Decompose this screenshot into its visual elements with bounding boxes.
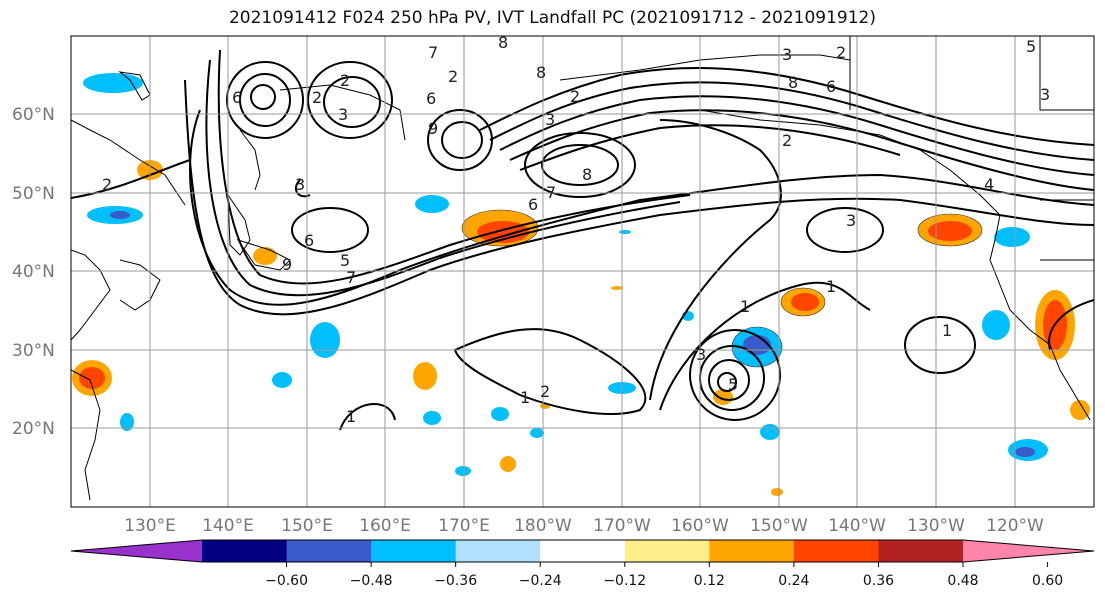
colorbar-swatch xyxy=(286,540,372,562)
lat-label: 50°N xyxy=(12,184,55,204)
colorbar-tick-label: −0.36 xyxy=(434,573,477,589)
contour-label: 1 xyxy=(826,277,836,296)
contour-label: 3 xyxy=(1040,85,1050,104)
pv-outlines xyxy=(461,209,983,368)
contour-label: 3 xyxy=(782,45,792,64)
lon-label: 160°W xyxy=(671,516,729,536)
colorbar-swatch xyxy=(878,540,964,562)
colorbar-tick-label: −0.60 xyxy=(265,573,308,589)
lon-label: 180°W xyxy=(514,516,572,536)
contour-label: 2 xyxy=(340,71,350,90)
colorbar-tick-label: 0.60 xyxy=(1032,573,1063,589)
contour-label: 3 xyxy=(696,345,706,364)
contour-label: 2 xyxy=(570,87,580,106)
lon-label: 160°E xyxy=(359,516,411,536)
colorbar-swatch xyxy=(793,540,879,562)
colorbar-swatch xyxy=(202,540,288,562)
contour-label: 3 xyxy=(295,175,305,194)
lon-label: 120°W xyxy=(986,516,1044,536)
colorbar-swatch xyxy=(709,540,795,562)
contour-label: 6 xyxy=(528,195,538,214)
lon-label: 130°E xyxy=(124,516,176,536)
contour-label: 7 xyxy=(546,183,556,202)
contour-label: 2 xyxy=(836,43,846,62)
contour-label: 2 xyxy=(102,175,112,194)
contour-label: 3 xyxy=(846,211,856,230)
contour-label: 7 xyxy=(346,268,356,287)
lon-label: 170°E xyxy=(438,516,490,536)
contour-labels: 2 7 8 3 5 8 6 2 6 2 3 3 2 8 7 6 9 3 2 5 … xyxy=(102,33,1050,426)
contour-label: 5 xyxy=(728,375,738,394)
colorbar-tick-label: 0.12 xyxy=(694,573,725,589)
lat-label: 40°N xyxy=(12,262,55,282)
colorbar-outline xyxy=(70,539,1095,563)
contour-label: 3 xyxy=(545,110,555,129)
colorbar-extend-high xyxy=(963,540,1094,562)
lon-label: 170°W xyxy=(593,516,651,536)
lat-label: 30°N xyxy=(12,341,55,361)
contour-label: 6 xyxy=(232,88,242,107)
colorbar-tick-label: −0.12 xyxy=(603,573,646,589)
contour-label: 8 xyxy=(536,63,546,82)
colorbar-swatch xyxy=(624,540,710,562)
contour-label: 3 xyxy=(338,105,348,124)
contour-label: 9 xyxy=(428,119,438,138)
contour-label: 6 xyxy=(826,77,836,96)
contour-label: 2 xyxy=(448,67,458,86)
contour-label: 8 xyxy=(582,165,592,184)
colorbar-swatch xyxy=(371,540,457,562)
contour-label: 8 xyxy=(788,73,798,92)
colorbar-tick-label: 0.36 xyxy=(863,573,894,589)
contour-label: 2 xyxy=(782,131,792,150)
lon-label: 150°E xyxy=(281,516,333,536)
contour-label: 5 xyxy=(340,251,350,270)
colorbar-tick-label: −0.48 xyxy=(350,573,393,589)
lon-label: 150°W xyxy=(750,516,808,536)
contour-label: 4 xyxy=(984,175,994,194)
latitude-labels: 60°N 50°N 40°N 30°N 20°N xyxy=(12,105,55,439)
contour-label: 1 xyxy=(520,388,530,407)
contour-label: 2 xyxy=(540,382,550,401)
lon-label: 140°E xyxy=(202,516,254,536)
colorbar: −0.60 −0.48 −0.36 −0.24 −0.12 0.12 0.24 0.36 0.4… xyxy=(70,539,1095,589)
colorbar-swatch xyxy=(540,540,626,562)
colorbar-tick-label: 0.48 xyxy=(947,573,978,589)
colorbar-swatch xyxy=(455,540,541,562)
contour-label: 6 xyxy=(426,89,436,108)
map-title: 2021091412 F024 250 hPa PV, IVT Landfall… xyxy=(228,8,876,28)
lon-label: 140°W xyxy=(828,516,886,536)
contour-label: 9 xyxy=(282,255,292,274)
lat-label: 60°N xyxy=(12,105,55,125)
contour-label: 8 xyxy=(498,33,508,52)
colorbar-tick-label: −0.24 xyxy=(519,573,562,589)
map-frame xyxy=(70,35,1095,508)
colorbar-extend-low xyxy=(71,540,202,562)
ivt-contours xyxy=(71,49,1094,431)
contour-label: 1 xyxy=(740,297,750,316)
longitude-labels: 130°E 140°E 150°E 160°E 170°E 180°W 170°… xyxy=(124,516,1044,536)
contour-label: 1 xyxy=(346,407,356,426)
contour-label: 2 xyxy=(312,88,322,107)
gridlines xyxy=(71,36,1094,507)
contour-label: 6 xyxy=(304,231,314,250)
colorbar-tick-label: 0.24 xyxy=(778,573,809,589)
lat-label: 20°N xyxy=(12,419,55,439)
contour-label: 5 xyxy=(1026,37,1036,56)
contour-label: 7 xyxy=(428,43,438,62)
lon-label: 130°W xyxy=(907,516,965,536)
contour-label: 1 xyxy=(942,321,952,340)
